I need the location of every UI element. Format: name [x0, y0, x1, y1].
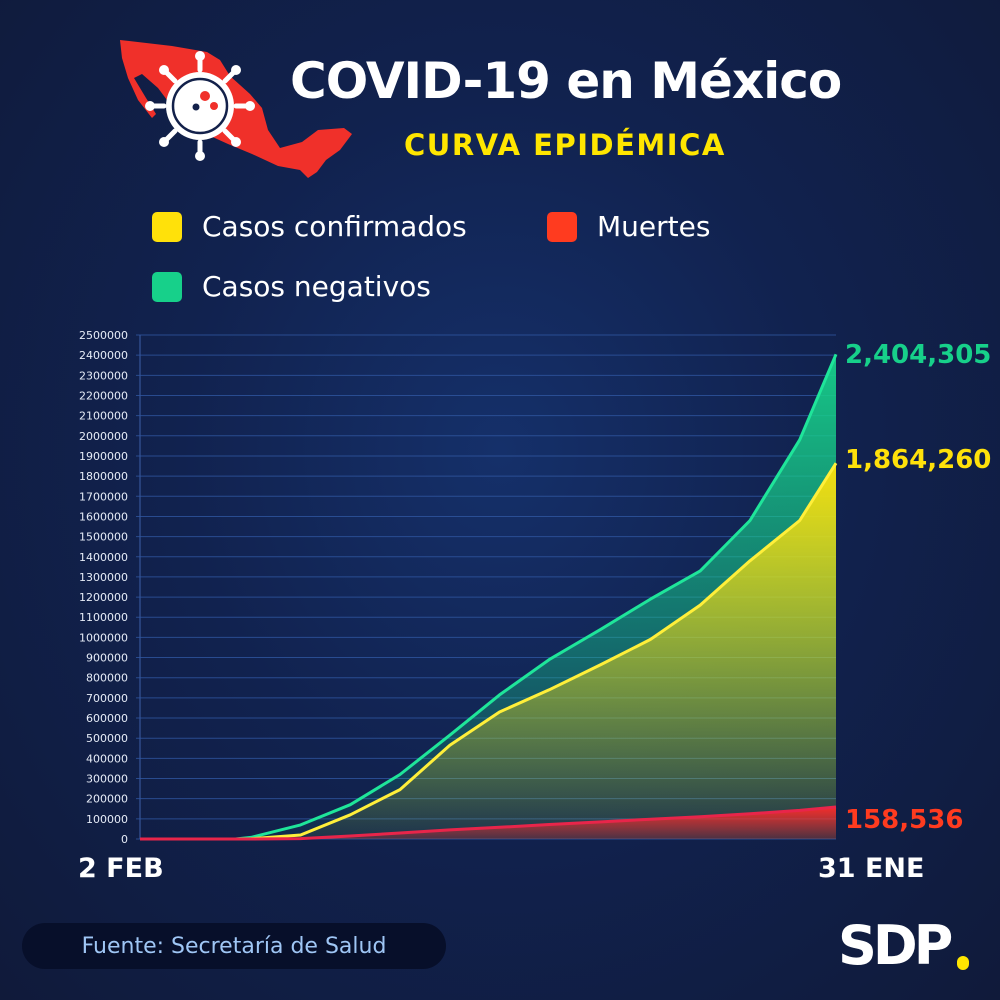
y-tick-label: 1800000: [79, 470, 128, 483]
x-axis-start-label: 2 FEB: [78, 853, 164, 884]
grid: 0 100000 200000 300000 400000 500000 600000 700…: [79, 329, 836, 846]
page-subtitle: CURVA EPIDÉMICA: [404, 128, 726, 162]
y-tick-label: 2000000: [79, 430, 128, 443]
y-tick-label: 1100000: [79, 611, 128, 624]
y-tick-label: 1600000: [79, 510, 128, 523]
mexico-map-icon: [120, 40, 352, 178]
y-tick-label: 900000: [86, 652, 128, 665]
legend-label: Muertes: [597, 210, 711, 243]
area-2: [140, 807, 836, 839]
epidemic-curve-chart: 0 100000 200000 300000 400000 500000 600000 700…: [79, 329, 991, 846]
legend-swatch: [547, 211, 577, 242]
series-line-0: [140, 353, 838, 841]
y-tick-label: 1400000: [79, 551, 128, 564]
page-title: COVID-19 en México: [290, 52, 842, 110]
y-tick-label: 200000: [86, 793, 128, 806]
y-tick-label: 2200000: [79, 389, 128, 402]
series-areas: [139, 353, 838, 841]
source-badge: Fuente: Secretaría de Salud: [22, 923, 446, 969]
y-tick-label: 2500000: [79, 329, 128, 342]
legend-label: Casos negativos: [202, 270, 431, 303]
y-tick-label: 2400000: [79, 349, 128, 362]
area-1: [140, 463, 836, 839]
legend-swatch: [152, 271, 182, 302]
y-tick-label: 1500000: [79, 531, 128, 544]
y-tick-label: 500000: [86, 732, 128, 745]
mexico-map-virus-logo: [120, 40, 352, 178]
series-line-2: [140, 805, 837, 841]
y-tick-label: 1000000: [79, 631, 128, 644]
source-text: Fuente: Secretaría de Salud: [81, 933, 387, 959]
brand-logo-dot: [957, 956, 969, 970]
y-tick-label: 400000: [86, 752, 128, 765]
brand-logo: SDP: [838, 914, 953, 977]
final-value-label: 158,536: [845, 805, 963, 835]
y-tick-label: 1900000: [79, 450, 128, 463]
final-value-label: 2,404,305: [845, 340, 991, 370]
legend-item-muertes: Muertes: [547, 210, 710, 243]
x-axis-end-label: 31 ENE: [818, 853, 925, 884]
y-tick-label: 0: [121, 833, 128, 846]
y-tick-label: 1300000: [79, 571, 128, 584]
y-tick-label: 700000: [86, 692, 128, 705]
y-tick-label: 600000: [86, 712, 128, 725]
final-value-label: 1,864,260: [845, 445, 991, 475]
y-tick-label: 800000: [86, 672, 128, 685]
y-tick-label: 1200000: [79, 591, 128, 604]
legend-swatch: [152, 211, 182, 242]
end-labels: 2,404,305 1,864,260 158,536: [845, 340, 991, 835]
y-tick-label: 2300000: [79, 369, 128, 382]
y-tick-label: 1700000: [79, 490, 128, 503]
virus-icon: [145, 51, 255, 161]
y-tick-label: 300000: [86, 773, 128, 786]
legend-item-negativos: Casos negativos: [152, 270, 431, 303]
y-tick-label: 2100000: [79, 410, 128, 423]
legend-label: Casos confirmados: [202, 210, 467, 243]
legend-item-confirmados: Casos confirmados: [152, 210, 467, 243]
y-tick-label: 100000: [86, 813, 128, 826]
